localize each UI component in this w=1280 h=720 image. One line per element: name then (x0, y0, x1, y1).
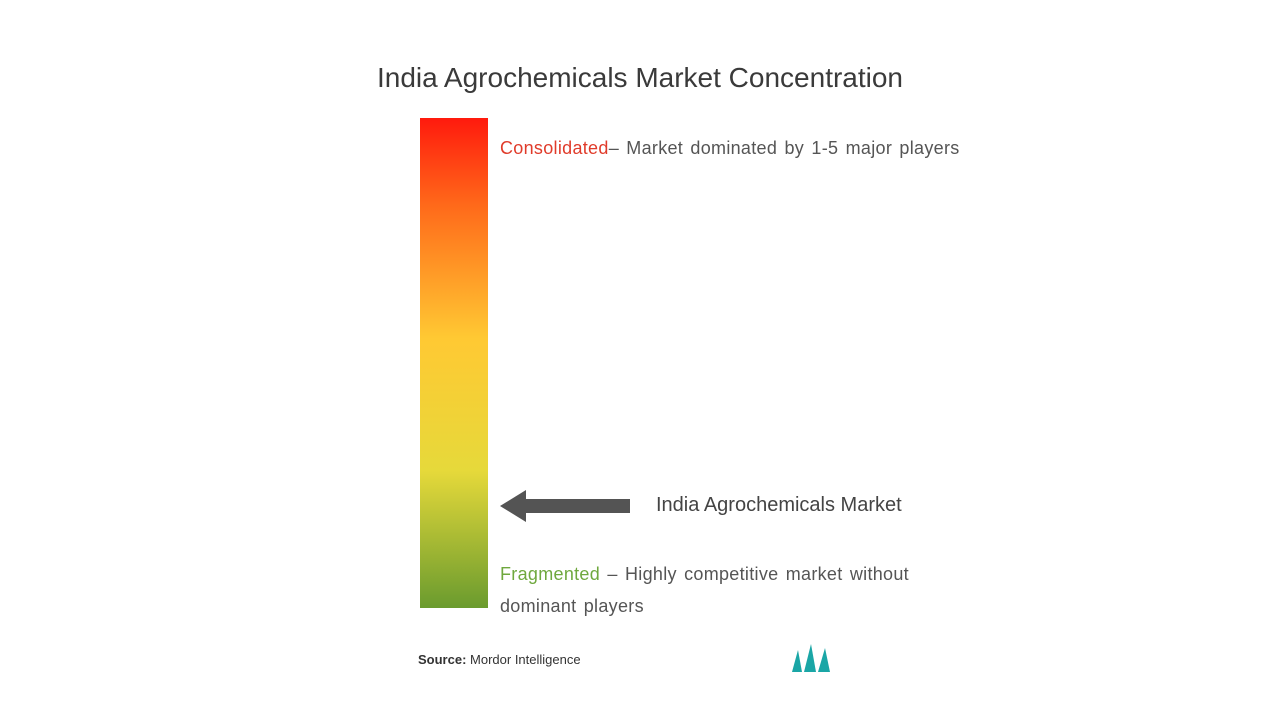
source-name: Mordor Intelligence (470, 652, 581, 667)
fragmented-highlight: Fragmented (500, 564, 600, 584)
consolidated-label-group: Consolidated– Market dominated by 1-5 ma… (500, 132, 960, 164)
arrow-left-icon (500, 495, 630, 517)
fragmented-label-group: Fragmented – Highly competitive market w… (500, 558, 960, 623)
consolidated-highlight: Consolidated (500, 138, 609, 158)
source-prefix: Source: (418, 652, 466, 667)
consolidated-description: Consolidated– Market dominated by 1-5 ma… (500, 132, 960, 164)
concentration-gradient-bar (420, 118, 488, 608)
fragmented-description: Fragmented – Highly competitive market w… (500, 558, 960, 623)
mordor-logo-icon (790, 644, 838, 672)
market-pointer: India Agrochemicals Market (500, 494, 902, 517)
source-attribution: Source: Mordor Intelligence (418, 652, 581, 667)
gradient-svg (420, 118, 488, 608)
pointer-label: India Agrochemicals Market (656, 494, 902, 517)
chart-title: India Agrochemicals Market Concentration (0, 62, 1280, 94)
consolidated-rest: – Market dominated by 1-5 major players (609, 138, 960, 158)
